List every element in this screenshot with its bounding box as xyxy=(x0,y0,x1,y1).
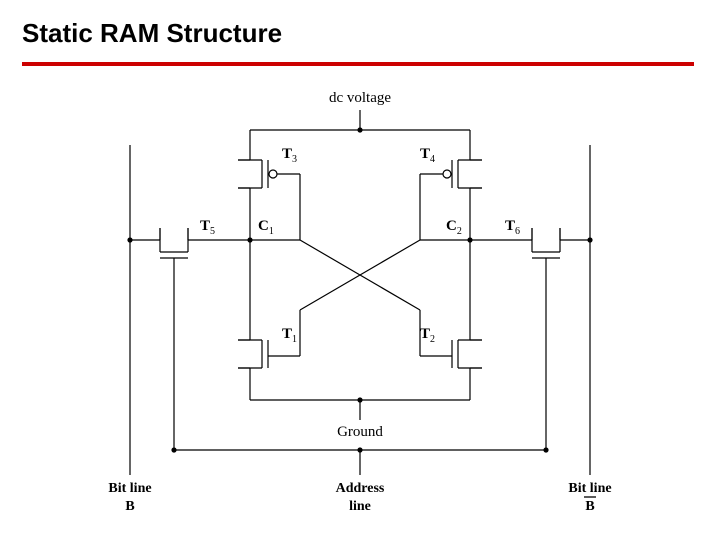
label-dc-voltage: dc voltage xyxy=(329,90,391,106)
label-address: Address xyxy=(336,481,385,496)
label-bitline-right-b: B xyxy=(585,499,594,514)
label-t4: T4 xyxy=(420,146,435,165)
label-c2: C2 xyxy=(446,218,462,237)
label-t5: T5 xyxy=(200,218,215,237)
label-bitline-right: Bit line xyxy=(568,481,611,496)
page-title: Static RAM Structure xyxy=(22,18,282,49)
label-bitline-left: Bit line xyxy=(108,481,151,496)
label-t3: T3 xyxy=(282,146,297,165)
title-underline xyxy=(22,62,694,66)
label-t1: T1 xyxy=(282,326,297,345)
label-ground: Ground xyxy=(337,424,383,440)
label-t2: T2 xyxy=(420,326,435,345)
label-c1: C1 xyxy=(258,218,274,237)
label-t6: T6 xyxy=(505,218,520,237)
label-address2: line xyxy=(349,499,371,514)
label-bitline-left-b: B xyxy=(125,499,134,514)
sram-circuit-diagram: dc voltage Ground T3 T4 T1 T2 T5 T6 C1 C… xyxy=(0,80,720,520)
